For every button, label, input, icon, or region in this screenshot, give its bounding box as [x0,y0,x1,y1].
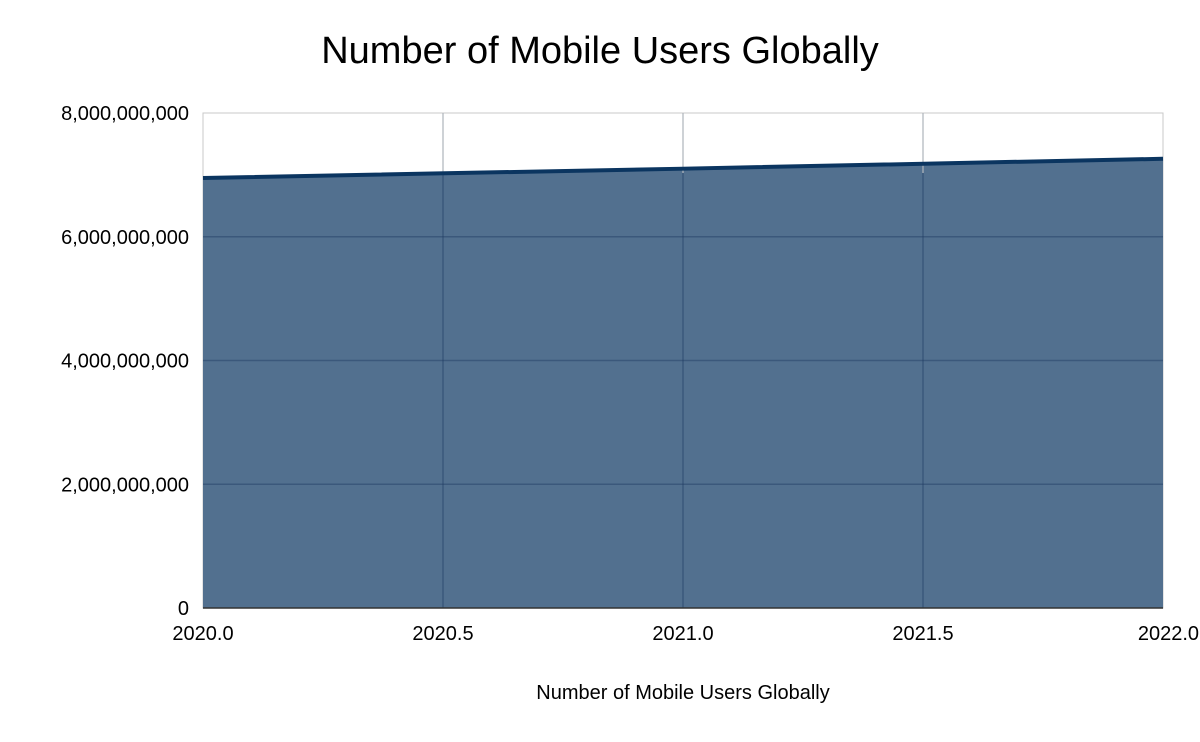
y-tick-label-1: 2,000,000,000 [61,474,189,496]
x-tick-label-2: 2021.0 [652,623,713,645]
grid-layer [203,113,1163,608]
y-tick-label-0: 0 [178,598,189,620]
area-layer [203,158,1163,608]
y-tick-label-4: 8,000,000,000 [61,103,189,125]
chart-title: Number of Mobile Users Globally [321,30,879,72]
x-tick-label-4: 2022.0 [1138,623,1199,645]
line-layer [202,156,1164,180]
series-area-0 [203,158,1163,608]
y-tick-label-2: 4,000,000,000 [61,351,189,373]
y-tick-label-3: 6,000,000,000 [61,227,189,249]
x-tick-label-0: 2020.0 [172,623,233,645]
x-tick-label-1: 2020.5 [412,623,473,645]
x-tick-label-3: 2021.5 [892,623,953,645]
x-axis-ticks: 2020.0 2020.5 2021.0 2021.5 2022.0 [172,623,1199,645]
series-line-0 [202,156,1164,180]
x-axis-title: Number of Mobile Users Globally [536,682,829,704]
y-axis-ticks: 0 2,000,000,000 4,000,000,000 6,000,000,000… [61,103,189,620]
